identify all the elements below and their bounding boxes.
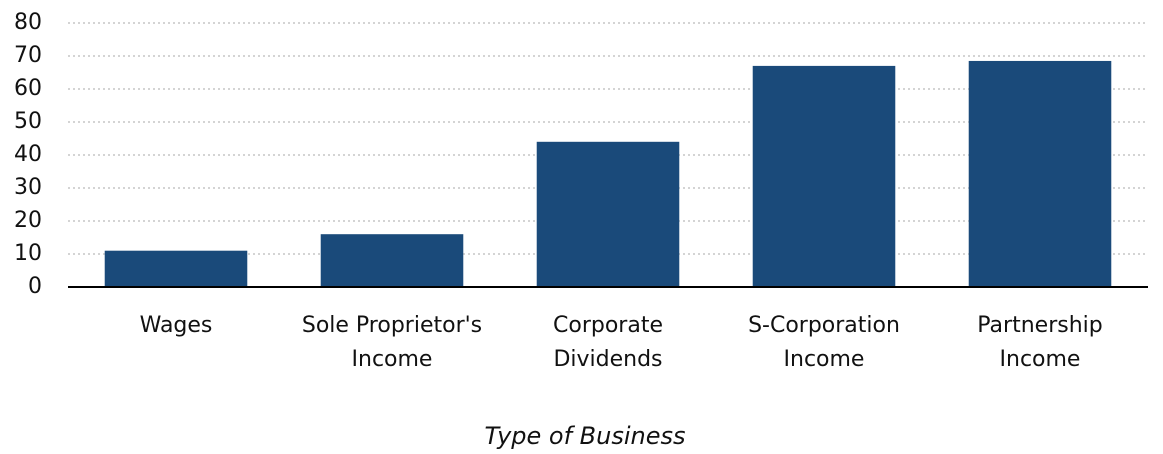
y-tick-label: 0 [28,274,42,299]
bar [752,65,896,288]
x-tick-label: Wages [140,313,213,338]
bar [968,60,1112,288]
bar [104,250,248,287]
y-tick-label: 20 [14,208,42,233]
y-tick-label: 40 [14,142,42,167]
y-tick-label: 60 [14,76,42,101]
y-tick-label: 80 [14,10,42,35]
x-tick-label: S-Corporation Income [748,313,900,372]
bar [320,234,464,287]
y-tick-label: 30 [14,175,42,200]
bar [536,141,680,287]
x-tick-label: Partnership Income [977,313,1102,372]
y-tick-label: 70 [14,43,42,68]
y-tick-label: 10 [14,241,42,266]
x-tick-label: Corporate Dividends [553,313,663,372]
x-tick-label: Sole Proprietor's Income [302,313,482,372]
y-tick-label: 50 [14,109,42,134]
x-axis-title: Type of Business [485,422,686,450]
